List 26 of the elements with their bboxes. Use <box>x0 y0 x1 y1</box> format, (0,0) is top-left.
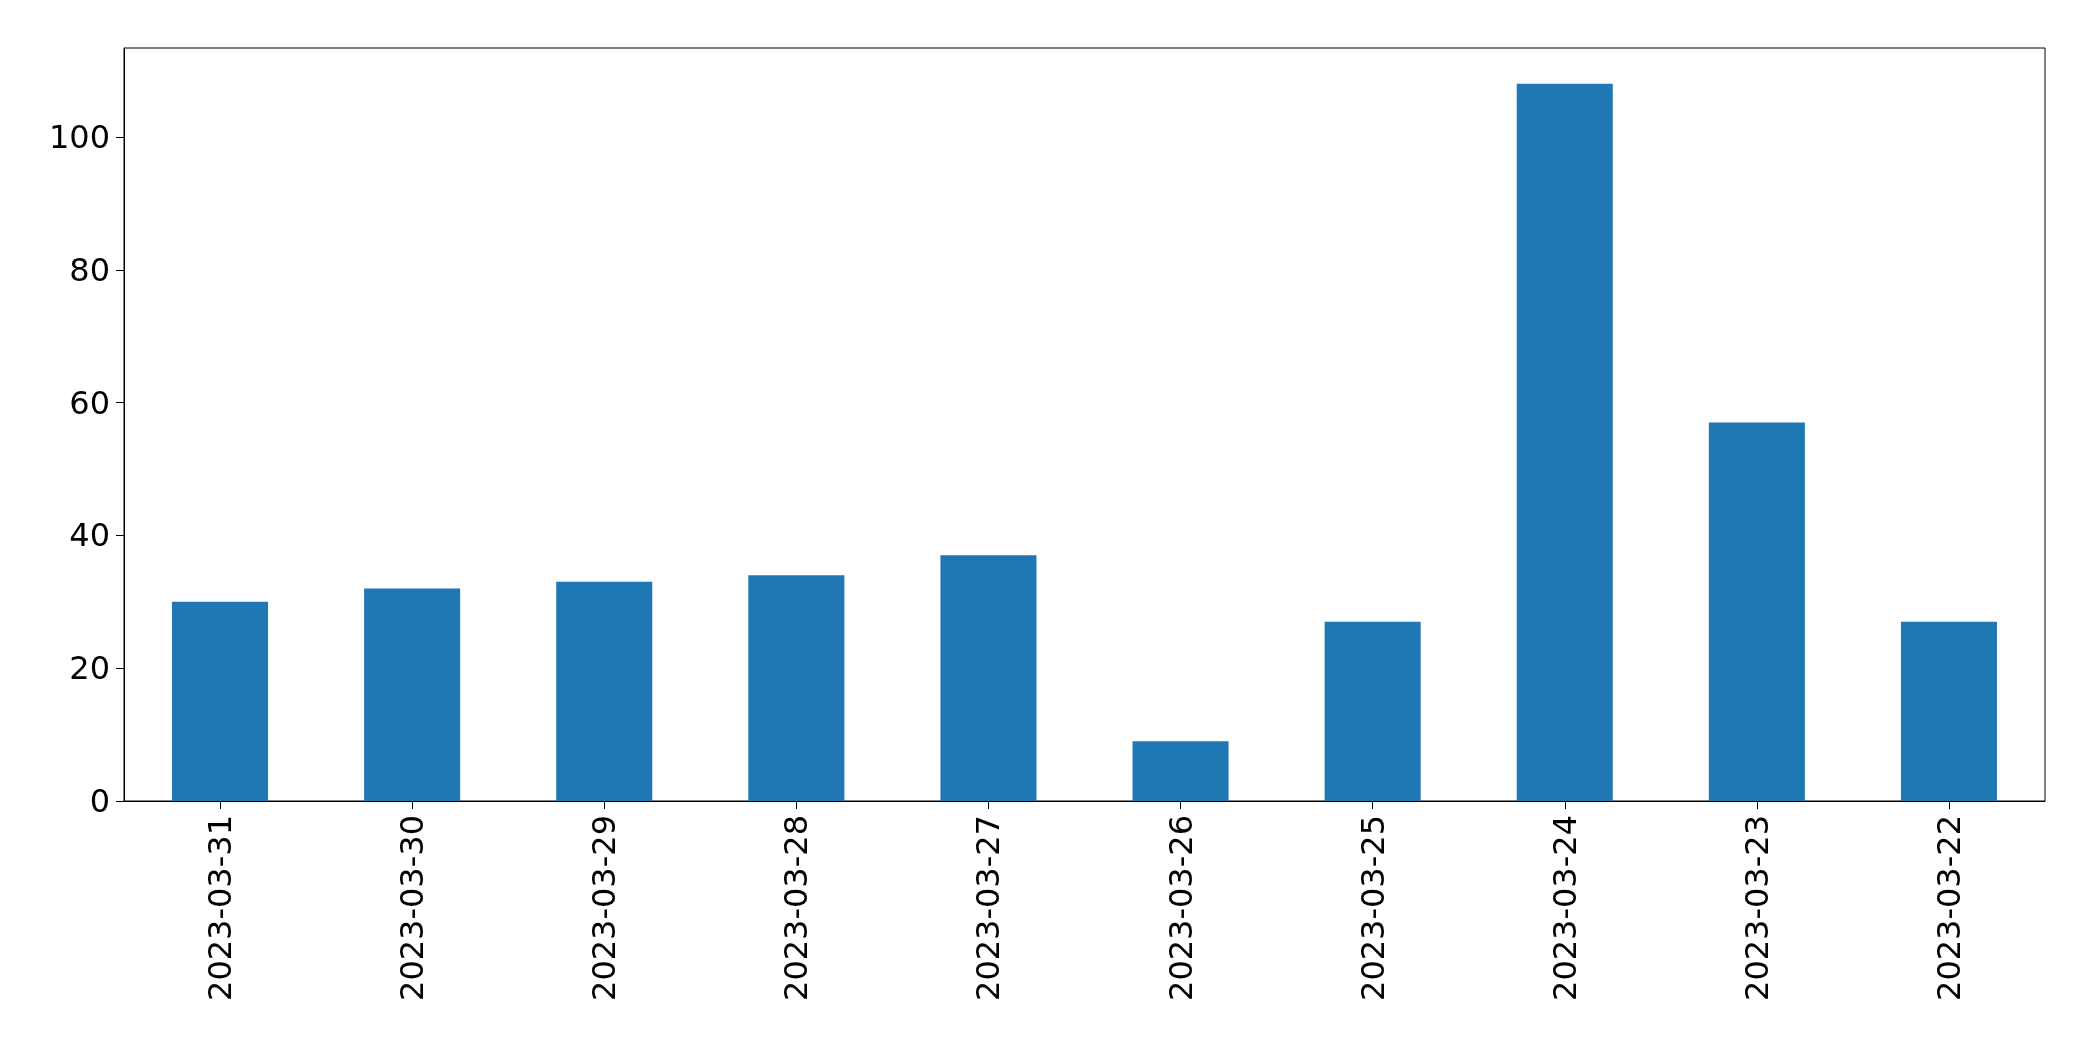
y-tick-label: 20 <box>69 649 110 688</box>
x-tick-label: 2023-03-23 <box>1737 815 1776 1001</box>
x-tick-label: 2023-03-30 <box>393 815 432 1001</box>
y-tick-label: 100 <box>48 117 110 156</box>
bar <box>1132 741 1229 801</box>
x-tick-label: 2023-03-26 <box>1161 815 1200 1001</box>
bar <box>1900 621 1997 801</box>
bar <box>1324 621 1421 801</box>
x-tick-label: 2023-03-25 <box>1353 815 1392 1001</box>
x-tick-label: 2023-03-31 <box>201 815 240 1001</box>
x-tick-label: 2023-03-29 <box>585 815 624 1001</box>
bar <box>1516 83 1613 801</box>
bar <box>748 575 845 801</box>
bar <box>172 601 269 801</box>
y-tick-label: 80 <box>69 250 110 289</box>
bar <box>940 555 1037 801</box>
bar <box>364 588 461 801</box>
x-tick-label: 2023-03-24 <box>1545 815 1584 1001</box>
y-tick-label: 60 <box>69 383 110 422</box>
x-tick-label: 2023-03-22 <box>1929 815 1968 1001</box>
x-tick-label: 2023-03-28 <box>777 815 816 1001</box>
y-tick-label: 40 <box>69 516 110 555</box>
x-tick-label: 2023-03-27 <box>969 815 1008 1001</box>
bar <box>556 581 653 801</box>
bar <box>1708 422 1805 801</box>
y-tick-label: 0 <box>89 782 110 820</box>
